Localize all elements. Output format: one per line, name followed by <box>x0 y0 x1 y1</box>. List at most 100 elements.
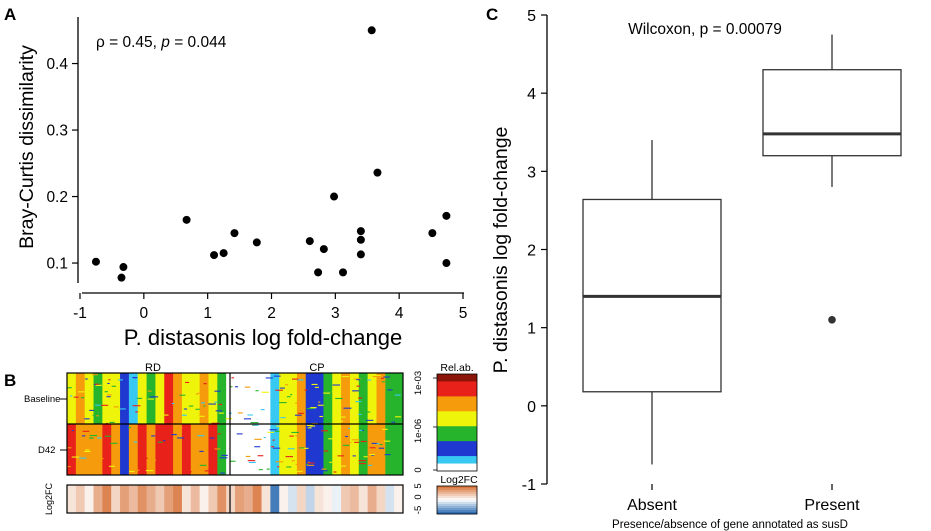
legend-rel-swatch <box>437 403 477 412</box>
heatmap-column-baseline <box>367 373 377 424</box>
heatmap-streak <box>379 443 383 446</box>
heatmap-streak <box>128 426 131 429</box>
log2fc-cell <box>235 485 245 513</box>
log2fc-cell <box>349 485 360 513</box>
heatmap-streak <box>286 396 291 398</box>
legend-fc-swatch <box>437 498 477 501</box>
x-tick-label: 4 <box>395 305 404 322</box>
heatmap-streak <box>106 396 111 398</box>
heatmap-streak <box>101 404 109 406</box>
legend-rel-frame <box>436 373 478 472</box>
heatmap-streak <box>269 429 278 431</box>
heatmap-streak <box>314 386 319 388</box>
log2fc-cell <box>394 485 404 513</box>
heatmap-streak <box>297 379 304 381</box>
legend-fc-tick-0: 0 <box>413 494 424 499</box>
heatmap-column-baseline <box>208 373 218 424</box>
iqr-box <box>762 69 902 157</box>
heatmap-streak <box>171 402 175 405</box>
heatmap-column-baseline <box>190 373 201 424</box>
heatmap-streak <box>231 377 235 379</box>
heatmap-streak <box>358 413 362 415</box>
heatmap-streak <box>76 458 80 460</box>
heatmap-column-d42 <box>261 424 271 475</box>
legend-fc-swatch <box>437 486 477 489</box>
heatmap-column-baseline <box>164 373 174 424</box>
legend-fc-swatch <box>437 494 477 497</box>
heatmap-streak <box>321 430 328 432</box>
log2fc-cell <box>358 485 369 513</box>
heatmap-streak <box>298 402 303 404</box>
legend-rel-swatch <box>437 426 477 435</box>
heatmap-streak <box>260 409 265 411</box>
heatmap-streak <box>92 374 98 376</box>
heatmap-streak <box>377 460 386 463</box>
legend-fc-swatch <box>437 502 477 505</box>
y-tick-label: 0.2 <box>46 189 68 206</box>
heatmap-streak <box>149 459 157 461</box>
heatmap-streak <box>161 414 169 416</box>
x-tick-label: -1 <box>73 305 87 322</box>
scatter-point <box>252 238 261 247</box>
heatmap-streak <box>291 378 299 380</box>
heatmap-streak <box>333 471 337 473</box>
heatmap-column-baseline <box>394 373 404 424</box>
heatmap-streak <box>285 456 294 458</box>
heatmap-streak <box>214 448 221 450</box>
heatmap-streak <box>188 405 194 407</box>
rel-ab-color-key <box>436 373 478 472</box>
heatmap-streak <box>132 398 138 400</box>
heatmap-streak <box>84 418 90 420</box>
heatmap-column-baseline <box>252 373 262 424</box>
legend-rel-swatch <box>437 448 477 457</box>
heatmap-streak <box>366 379 372 381</box>
log2fc-cell <box>314 485 324 513</box>
heatmap-streak <box>266 468 270 470</box>
heatmap-streak <box>261 391 269 393</box>
heatmap-streak <box>295 463 299 465</box>
log2fc-cell <box>155 485 165 513</box>
heatmap-streak <box>198 415 205 417</box>
heatmap-streak <box>336 420 344 422</box>
heatmap-streak <box>279 387 285 389</box>
heatmap-streak <box>311 383 318 385</box>
heatmap-column-d42 <box>279 424 289 475</box>
legend-fc-swatch <box>437 500 477 503</box>
legend-rel-tick-0: 0 <box>413 467 424 472</box>
log2fc-strip-frame <box>66 484 404 514</box>
log2fc-cell <box>243 485 254 513</box>
heatmap-streak <box>306 408 314 410</box>
heatmap-streak <box>352 390 360 392</box>
heatmap-column-baseline <box>270 373 280 424</box>
heatmap-streak <box>255 390 259 392</box>
scatter-point <box>338 268 347 277</box>
heatmap-streak <box>295 435 298 437</box>
legend-fc-swatch <box>437 488 477 491</box>
heatmap-streak <box>366 411 371 413</box>
heatmap-streak <box>250 422 259 424</box>
legend-title-rel-ab: Rel.ab. <box>440 362 473 374</box>
heatmap-column-baseline <box>120 373 130 424</box>
scatter-point <box>442 259 451 268</box>
legend-rel-swatch <box>437 388 477 397</box>
heatmap-streak <box>85 449 90 451</box>
scatter-point <box>356 250 365 259</box>
heatmap-streak <box>71 429 74 432</box>
heatmap-streak <box>367 464 373 466</box>
legend-rel-swatch <box>437 374 477 382</box>
y-tick-label: 0.1 <box>46 256 68 273</box>
heatmap-column-baseline <box>243 373 254 424</box>
x-axis-title: P. distasonis log fold-change <box>124 325 402 350</box>
scatter-point <box>182 215 191 224</box>
heatmap-streak <box>285 384 289 386</box>
legend-fc-tick-neg5: -5 <box>413 506 424 514</box>
heatmap-streak <box>277 466 280 468</box>
log2fc-cell <box>305 485 315 513</box>
heatmap-streak <box>384 454 391 456</box>
heatmap-streak <box>267 431 275 433</box>
legend-rel-swatch <box>437 463 477 472</box>
heatmap-column-d42 <box>243 424 254 475</box>
heatmap-streak <box>214 390 221 392</box>
heatmap-streak <box>287 448 295 450</box>
x-tick-label: 2 <box>267 305 276 322</box>
